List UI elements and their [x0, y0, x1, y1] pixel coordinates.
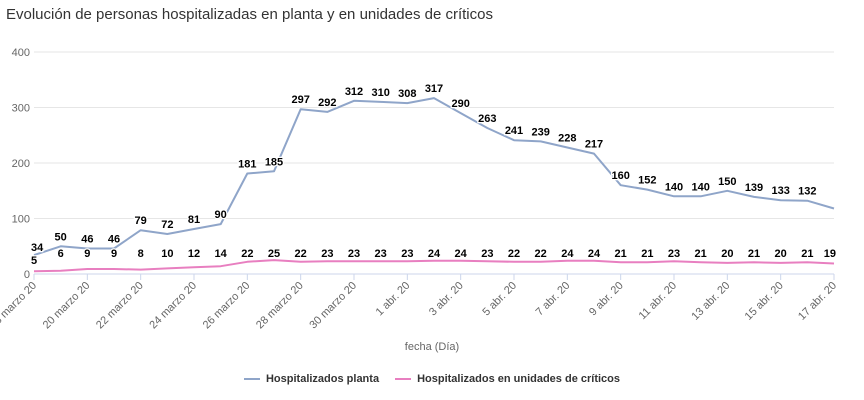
- data-label-criticos: 6: [58, 248, 64, 260]
- chart-title: Evolución de personas hospitalizadas en …: [6, 6, 493, 23]
- x-tick-label: 22 marzo 20: [94, 280, 146, 332]
- data-label-criticos: 19: [824, 248, 836, 260]
- legend-label-planta: Hospitalizados planta: [265, 373, 380, 385]
- data-label-criticos: 5: [31, 255, 37, 267]
- data-label-planta: 140: [691, 181, 709, 193]
- data-label-criticos: 10: [161, 248, 173, 260]
- data-label-criticos: 24: [428, 248, 441, 260]
- data-label-planta: 152: [638, 175, 656, 187]
- x-tick-label: 30 marzo 20: [307, 280, 359, 332]
- data-label-planta: 160: [611, 170, 629, 182]
- data-label-planta: 34: [31, 242, 44, 254]
- data-label-planta: 90: [215, 209, 227, 221]
- x-tick-label: 26 marzo 20: [201, 280, 253, 332]
- legend-swatch-planta: [243, 378, 260, 380]
- data-label-criticos: 21: [801, 248, 813, 260]
- x-tick-label: 28 marzo 20: [254, 280, 306, 332]
- data-label-criticos: 21: [748, 248, 760, 260]
- y-tick-label: 200: [12, 158, 30, 170]
- data-label-criticos: 24: [561, 248, 574, 260]
- legend-item-planta[interactable]: Hospitalizados planta: [243, 373, 380, 385]
- legend-swatch-criticos: [395, 378, 412, 380]
- data-label-planta: 79: [135, 215, 147, 227]
- data-label-criticos: 23: [348, 248, 360, 260]
- x-tick-label: 5 abr. 20: [480, 280, 519, 319]
- data-label-criticos: 22: [295, 248, 307, 260]
- data-label-criticos: 22: [535, 248, 547, 260]
- data-label-planta: 290: [451, 98, 469, 110]
- x-tick-label: 15 abr. 20: [743, 280, 786, 323]
- y-tick-label: 400: [12, 47, 30, 59]
- data-label-planta: 150: [718, 176, 736, 188]
- data-label-planta: 139: [745, 182, 763, 194]
- x-tick-label: 18 marzo 20: [0, 280, 39, 332]
- x-tick-label: 20 marzo 20: [41, 280, 93, 332]
- x-tick-label: 7 abr. 20: [534, 280, 573, 319]
- data-label-criticos: 23: [481, 248, 493, 260]
- x-tick-label: 3 abr. 20: [427, 280, 466, 319]
- x-tick-label: 13 abr. 20: [689, 280, 732, 323]
- data-label-planta: 46: [108, 233, 120, 245]
- data-label-criticos: 14: [215, 248, 228, 260]
- data-label-planta: 50: [55, 231, 67, 243]
- data-label-planta: 228: [558, 132, 576, 144]
- data-label-planta: 217: [585, 139, 603, 151]
- x-tick-label: 11 abr. 20: [637, 280, 680, 323]
- y-tick-label: 100: [12, 214, 30, 226]
- data-label-planta: 297: [291, 94, 309, 106]
- x-tick-label: 1 abr. 20: [374, 280, 413, 319]
- data-label-criticos: 23: [321, 248, 333, 260]
- series-line-criticos: [33, 259, 835, 273]
- data-label-planta: 310: [371, 87, 389, 99]
- data-label-criticos: 25: [268, 248, 280, 260]
- legend-label-criticos: Hospitalizados en unidades de críticos: [417, 373, 620, 385]
- data-label-planta: 140: [665, 181, 683, 193]
- data-label-planta: 317: [425, 83, 443, 95]
- data-label-criticos: 12: [188, 248, 200, 260]
- data-label-criticos: 24: [588, 248, 601, 260]
- data-label-criticos: 23: [401, 248, 413, 260]
- data-label-criticos: 9: [111, 248, 117, 260]
- y-tick-label: 300: [12, 103, 30, 115]
- data-label-criticos: 22: [241, 248, 253, 260]
- series-line-planta: [33, 97, 835, 257]
- data-label-planta: 292: [318, 97, 336, 109]
- data-label-planta: 308: [398, 88, 416, 100]
- data-label-planta: 133: [771, 185, 789, 197]
- data-label-planta: 72: [161, 219, 173, 231]
- data-label-criticos: 24: [455, 248, 468, 260]
- data-label-criticos: 20: [775, 248, 787, 260]
- data-label-planta: 239: [531, 126, 549, 138]
- x-axis-title: fecha (Día): [404, 341, 460, 353]
- data-label-criticos: 9: [84, 248, 90, 260]
- x-tick-label: 9 abr. 20: [587, 280, 626, 319]
- data-label-planta: 132: [798, 186, 816, 198]
- y-tick-label: 0: [24, 269, 30, 281]
- data-label-planta: 241: [505, 125, 523, 137]
- x-tick-label: 17 abr. 20: [796, 280, 839, 323]
- data-label-criticos: 22: [508, 248, 520, 260]
- data-label-criticos: 20: [721, 248, 733, 260]
- data-label-criticos: 8: [138, 248, 144, 260]
- x-tick-label: 24 marzo 20: [147, 280, 199, 332]
- data-label-planta: 185: [265, 156, 283, 168]
- data-label-planta: 263: [478, 113, 496, 125]
- data-label-planta: 81: [188, 214, 200, 226]
- data-label-criticos: 21: [641, 248, 653, 260]
- data-label-planta: 46: [81, 233, 93, 245]
- data-label-criticos: 23: [668, 248, 680, 260]
- data-label-planta: 312: [345, 86, 363, 98]
- data-label-criticos: 21: [615, 248, 627, 260]
- legend-item-criticos[interactable]: Hospitalizados en unidades de críticos: [395, 373, 620, 385]
- data-label-criticos: 23: [375, 248, 387, 260]
- data-label-planta: 181: [238, 159, 256, 171]
- data-label-criticos: 21: [695, 248, 707, 260]
- legend: Hospitalizados planta Hospitalizados en …: [0, 373, 864, 385]
